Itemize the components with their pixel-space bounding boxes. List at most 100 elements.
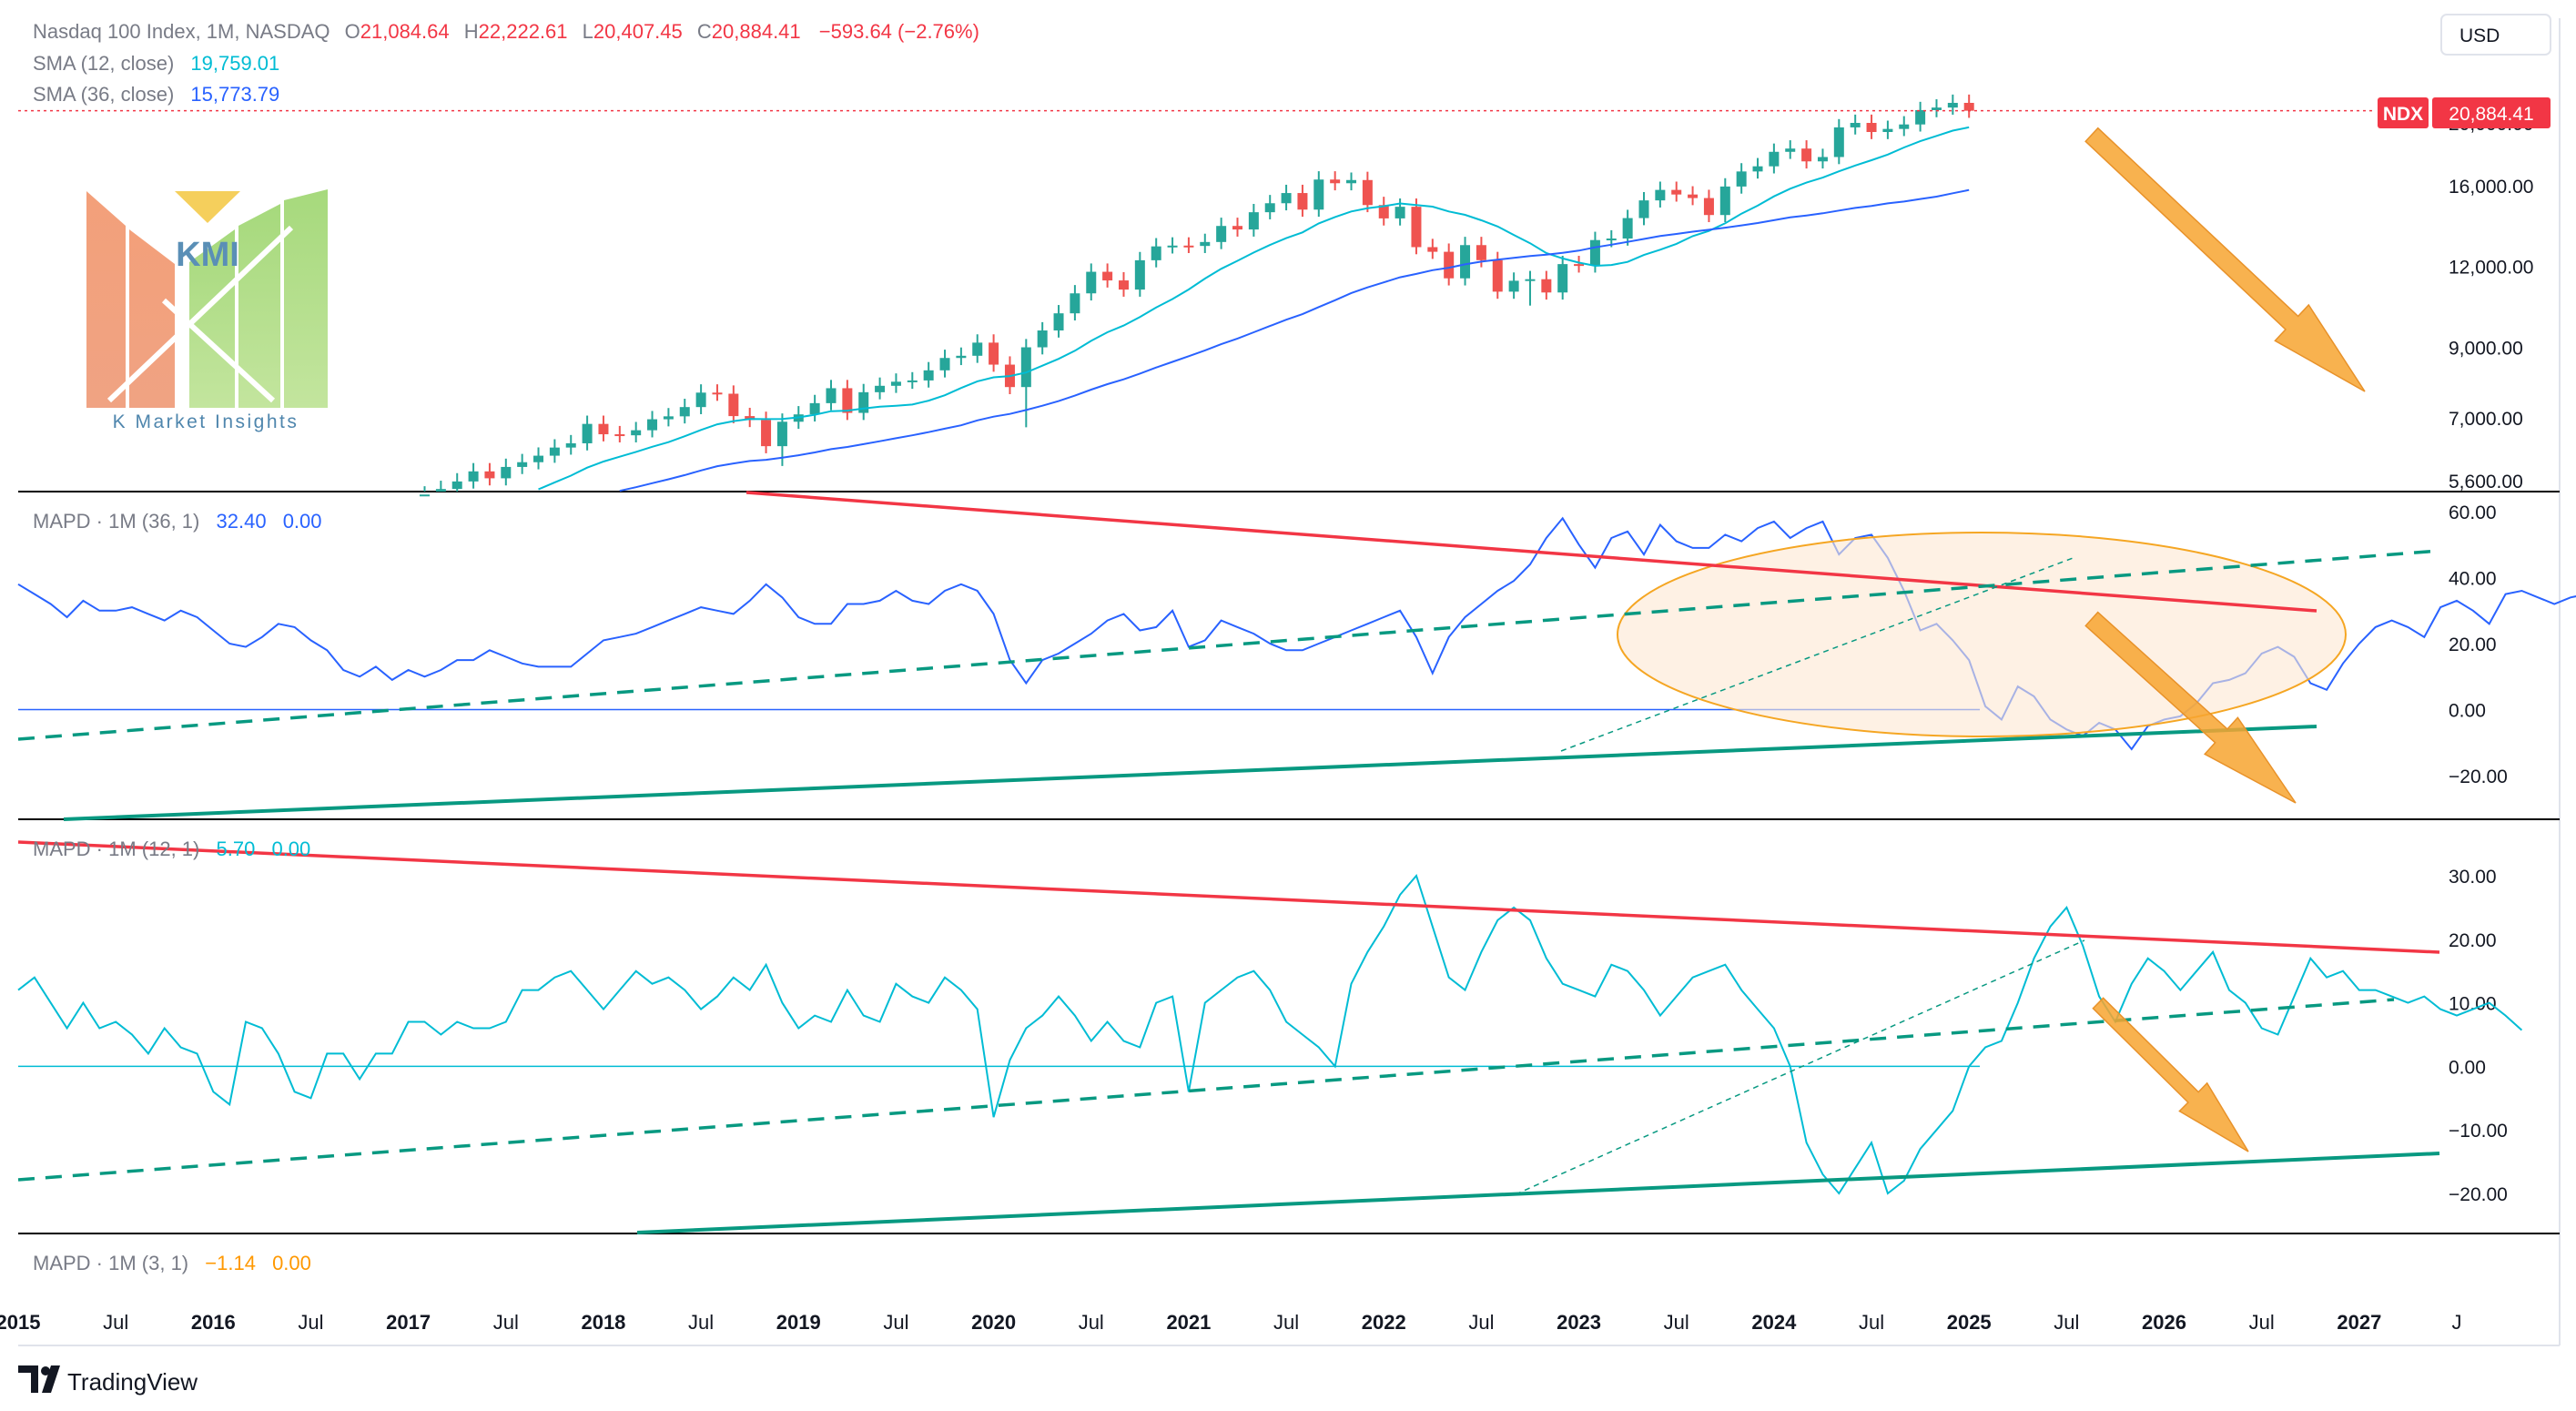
time-axis-label: 2017 [386,1311,431,1334]
mapd12-pane[interactable] [17,873,2523,1195]
candle-body [1183,245,1194,248]
logo-triangle [175,191,240,223]
candle-body [1557,264,1568,293]
tradingview-brand[interactable]: TradingView [18,1365,198,1396]
time-axis[interactable]: 2015 Jul 2016 Jul 2017 Jul 2018 Jul 2019 Jul 2020 J… [0,1311,2462,1334]
candle-body [663,416,674,420]
candle-body [1671,189,1682,195]
legend-mapd3[interactable]: MAPD · 1M (3, 1) −1.14 0.00 [33,1252,311,1274]
legend-title-line[interactable]: Nasdaq 100 Index, 1M, NASDAQ O21,084.64 … [33,20,979,43]
price-axis-tick-label: 12,000.00 [2449,258,2533,279]
candle-body [468,471,479,482]
mapd12-axis-tick-label: 10.00 [2449,994,2497,1015]
mapd36-dashed-trendline [17,549,2440,741]
mapd36-axis-tick-label: 40.00 [2449,569,2497,590]
logo-diagonal-strokes [106,225,294,403]
time-axis-label: Jul [103,1311,128,1334]
ohlc-close-value: 20,884.41 [712,20,801,43]
candle-body [923,370,934,381]
candle-body [517,462,528,467]
sma36-value: 15,773.79 [190,83,279,106]
price-pane[interactable] [18,94,2376,497]
mapd36-value: 32.40 [217,510,267,533]
currency-label[interactable]: USD [2459,25,2500,46]
candle-body [1541,279,1552,293]
legend-mapd12[interactable]: MAPD · 1M (12, 1) 5.70 0.00 [33,837,310,860]
candle-body [1216,226,1227,242]
candle-body [1622,218,1633,239]
candle-body [1248,212,1259,230]
time-axis-label: 2026 [2142,1311,2186,1334]
ohlc-open-label: O [345,20,360,43]
candle-body [858,391,869,413]
down-arrow-mapd36 [2084,611,2297,804]
candle-body [1769,151,1780,167]
candle-body [1801,148,1812,162]
candle-body [1362,179,1373,206]
tv-logo-slash [42,1365,60,1393]
price-tag-value-bg [2432,97,2551,128]
currency-button-frame[interactable] [2440,14,2551,56]
mapd12-axis-tick-label: 30.00 [2449,867,2497,888]
mapd12-value: 5.70 [217,837,256,860]
currency-button[interactable]: USD [2440,14,2551,56]
candle-body [1200,241,1211,247]
candle-body [1866,123,1877,133]
candle-body [939,358,950,371]
logo-bar-green-2 [238,204,280,408]
candle-body [1492,259,1503,292]
tv-logo-icon[interactable] [18,1365,38,1393]
candle-body [501,466,512,479]
candle-body [1281,193,1292,204]
legend[interactable]: Nasdaq 100 Index, 1M, NASDAQ O21,084.64 … [33,20,979,106]
legend-sma12[interactable]: SMA (12, close) 19,759.01 [33,52,279,75]
candle-body [484,471,495,479]
candle-body [598,423,609,435]
candle-body [451,481,462,490]
candle-body [1264,203,1275,213]
price-tag-symbol-bg [2378,97,2429,128]
candle-body [728,393,739,417]
time-axis-label: Jul [688,1311,714,1334]
legend-sma36[interactable]: SMA (36, close) 15,773.79 [33,83,279,106]
price-tag-symbol: NDX [2383,104,2423,125]
tv-logo-dot [41,1366,50,1375]
candle-body [614,434,625,437]
indicator-legends[interactable]: MAPD · 1M (36, 1) 32.40 0.00 MAPD · 1M (… [33,510,322,1274]
sma12-value: 19,759.01 [190,52,279,75]
candle-body [1330,179,1341,184]
candle-body [1151,246,1161,260]
mapd12-axis-tick-label: −20.00 [2449,1184,2508,1205]
mapd36-support-line [63,725,2317,821]
time-axis-label: J [2452,1311,2462,1334]
time-axis-label: Jul [883,1311,908,1334]
mapd12-dashed-trendline [17,998,2395,1182]
brand-name[interactable]: TradingView [67,1368,198,1396]
time-axis-label: 2022 [1362,1311,1406,1334]
candle-body [1899,124,1910,129]
candle-body [907,380,918,382]
time-axis-label: 2016 [191,1311,236,1334]
candle-body [1963,102,1974,111]
candle-body [1688,194,1699,198]
candle-body [1232,226,1242,230]
legend-mapd36[interactable]: MAPD · 1M (36, 1) 32.40 0.00 [33,510,322,533]
candle-body [1102,271,1113,281]
mapd36-title: MAPD · 1M (36, 1) [33,510,199,533]
candle-body [842,388,853,413]
candle-body [420,494,430,497]
kmi-logo: KMI K Market Insights [86,189,328,432]
candle-body [1378,205,1389,218]
candle-body [1931,107,1942,110]
candle-body [1508,280,1519,292]
mapd3-title: MAPD · 1M (3, 1) [33,1252,188,1274]
candle-body [1833,127,1844,157]
time-axis-label: Jul [493,1311,519,1334]
ohlc-low-value: 20,407.45 [593,20,683,43]
price-axis-tick-label: 16,000.00 [2449,177,2533,198]
time-axis-label: 2018 [581,1311,625,1334]
mapd12-support-line [636,1152,2440,1234]
time-axis-label: 2023 [1557,1311,1601,1334]
candle-body [1297,193,1308,210]
